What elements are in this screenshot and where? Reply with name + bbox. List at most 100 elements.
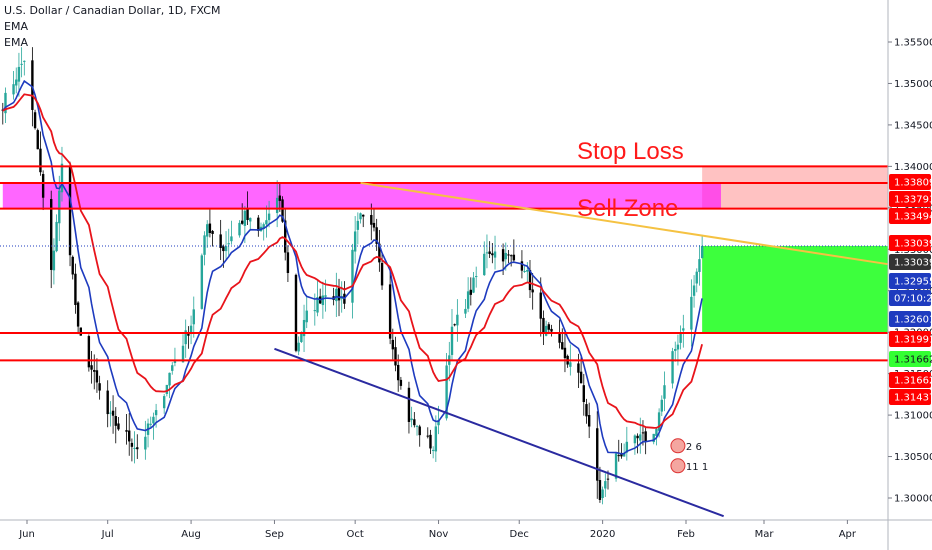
candle-body	[12, 84, 15, 95]
candle-body	[324, 295, 327, 297]
indicator-ema-2[interactable]: EMA	[4, 36, 28, 49]
candle-body	[68, 165, 72, 256]
candle-body	[15, 79, 18, 86]
price-badge-label: 1.32955	[894, 277, 932, 288]
candle-body	[509, 255, 513, 257]
candle-body	[165, 384, 169, 394]
trendline-upper[interactable]	[360, 181, 889, 266]
candle-body	[74, 273, 77, 305]
candle-body	[297, 342, 300, 352]
candle-body	[577, 363, 580, 373]
candle-body	[162, 396, 166, 409]
candle-body	[33, 112, 37, 129]
candle-body	[550, 328, 553, 332]
price-badge[interactable]	[889, 254, 931, 270]
price-badge[interactable]	[889, 331, 931, 347]
candle-body	[695, 271, 698, 284]
candle-body	[351, 249, 354, 303]
candle-body	[305, 310, 308, 323]
candle-body	[41, 174, 45, 198]
candle-body	[286, 252, 290, 273]
candle-body	[60, 163, 64, 193]
candle-body	[58, 190, 61, 224]
candle-body	[472, 277, 475, 293]
x-tick-label: 2020	[590, 529, 615, 540]
price-badge[interactable]	[889, 174, 931, 190]
candle-body	[633, 435, 637, 444]
event-flag-icon[interactable]	[670, 438, 686, 454]
candle-body	[111, 410, 115, 416]
x-tick-label: Dec	[510, 529, 529, 540]
candle-body	[512, 254, 516, 261]
candle-body	[657, 412, 661, 431]
candle-body	[173, 360, 177, 364]
indicator-ema-1[interactable]: EMA	[4, 20, 28, 33]
candle-body	[154, 410, 158, 416]
candle-body	[641, 432, 645, 434]
price-badge-label: 1.33494	[894, 212, 932, 223]
candle-body	[114, 416, 117, 426]
candle-body	[117, 423, 120, 430]
ema-slow-line[interactable]	[2, 93, 703, 429]
candle-body	[52, 250, 56, 271]
candle-body	[227, 243, 230, 245]
candle-body	[456, 314, 459, 326]
candle-body	[539, 292, 542, 319]
y-tick-label: 1.30000	[894, 494, 932, 505]
candle-body	[380, 262, 384, 286]
candle-body	[243, 210, 247, 226]
candle-body	[222, 246, 225, 252]
trendline-lower[interactable]	[274, 347, 725, 518]
candle-body	[418, 426, 421, 436]
price-badge[interactable]	[889, 273, 931, 289]
ema-fast-line[interactable]	[2, 79, 703, 455]
candle-body	[125, 430, 128, 432]
candle-body	[356, 220, 360, 230]
candle-body	[87, 336, 91, 368]
symbol-title[interactable]: U.S. Dollar / Canadian Dollar, 1D, FXCM	[4, 4, 221, 17]
candle-body	[469, 289, 473, 295]
y-tick-label: 1.35000	[894, 79, 932, 90]
price-badge[interactable]	[889, 351, 931, 367]
price-badge[interactable]	[889, 208, 931, 224]
candle-body	[598, 480, 602, 500]
candle-body	[281, 199, 284, 222]
candle-body	[426, 435, 429, 437]
candle-body	[388, 284, 392, 339]
event-flag-icon[interactable]	[670, 458, 686, 474]
candle-body	[394, 347, 397, 366]
candles-layer	[1, 47, 704, 505]
candle-body	[321, 295, 325, 306]
candle-body	[413, 419, 416, 426]
candle-body	[523, 271, 526, 273]
candle-body	[372, 222, 376, 228]
candle-body	[655, 428, 658, 436]
candle-body	[483, 253, 486, 276]
candle-body	[335, 288, 338, 302]
candle-body	[130, 442, 134, 447]
candle-body	[262, 224, 265, 230]
candle-body	[184, 330, 187, 345]
candle-body	[98, 383, 101, 391]
price-badge[interactable]	[889, 372, 931, 388]
price-badge[interactable]	[889, 389, 931, 405]
x-tick-label: Feb	[677, 529, 695, 540]
candle-body	[587, 415, 591, 427]
candle-body	[474, 276, 478, 278]
candle-body	[434, 426, 438, 452]
candle-body	[415, 425, 419, 427]
x-tick-label: Apr	[839, 529, 857, 540]
candle-body	[39, 148, 42, 173]
price-badge[interactable]	[889, 191, 931, 207]
candle-body	[485, 252, 489, 254]
price-badge[interactable]	[889, 311, 931, 327]
x-tick-label: Mar	[755, 529, 775, 540]
candle-body	[189, 325, 193, 334]
candle-body	[569, 362, 572, 367]
candle-body	[636, 435, 639, 439]
price-badge[interactable]	[889, 290, 931, 306]
time-axis-panel[interactable]	[0, 520, 932, 550]
price-badge[interactable]	[889, 235, 931, 251]
candle-body	[302, 319, 306, 337]
